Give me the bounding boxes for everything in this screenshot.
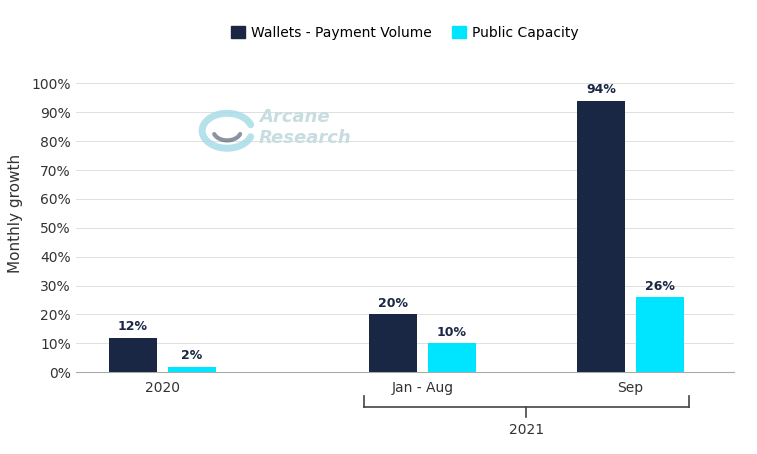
Bar [577, 101, 625, 372]
Text: 2021: 2021 [509, 423, 544, 437]
Y-axis label: Monthly growth: Monthly growth [8, 154, 23, 273]
Bar [167, 366, 216, 372]
Text: 10%: 10% [437, 326, 467, 339]
Bar [369, 315, 417, 372]
Bar [108, 338, 157, 372]
Text: 20%: 20% [378, 297, 408, 310]
Text: 12%: 12% [118, 320, 148, 333]
Legend: Wallets - Payment Volume, Public Capacity: Wallets - Payment Volume, Public Capacit… [226, 20, 584, 45]
Bar [635, 297, 684, 372]
Bar [428, 343, 476, 372]
Text: 26%: 26% [645, 280, 674, 293]
Text: 94%: 94% [586, 84, 615, 96]
Text: Arcane
Research: Arcane Research [259, 108, 351, 147]
Text: 2%: 2% [181, 349, 202, 362]
